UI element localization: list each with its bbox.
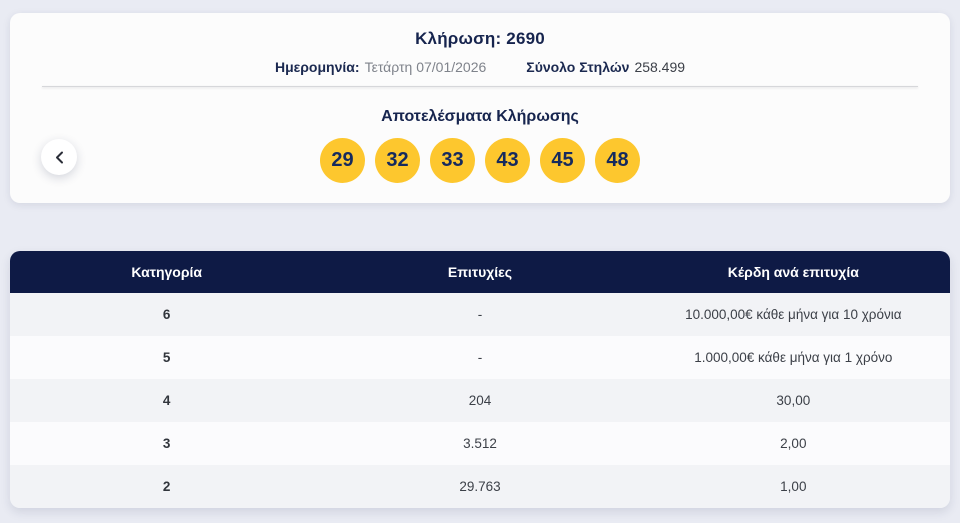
draw-title-label: Κλήρωση:	[415, 29, 502, 48]
prize-table-header: Κατηγορία Επιτυχίες Κέρδη ανά επιτυχία	[10, 251, 950, 293]
cell-category: 5	[162, 350, 171, 365]
number-ball: 29	[320, 138, 365, 183]
table-row: 2 29.763 1,00	[10, 465, 950, 508]
table-row: 4 204 30,00	[10, 379, 950, 422]
prize-table: Κατηγορία Επιτυχίες Κέρδη ανά επιτυχία 6…	[10, 251, 950, 508]
column-header-category: Κατηγορία	[131, 264, 203, 280]
cell-hits: 29.763	[459, 479, 501, 494]
number-ball: 32	[375, 138, 420, 183]
cell-hits: -	[477, 350, 483, 365]
number-ball: 33	[430, 138, 475, 183]
cell-category: 3	[162, 436, 171, 451]
total-columns-value: 258.499	[634, 59, 686, 75]
table-row: 3 3.512 2,00	[10, 422, 950, 465]
column-header-prize: Κέρδη ανά επιτυχία	[727, 264, 859, 280]
cell-prize: 1.000,00€ κάθε μήνα για 1 χρόνο	[694, 350, 893, 365]
total-columns: Σύνολο Στηλών 258.499	[526, 59, 685, 75]
cell-hits: 204	[468, 393, 492, 408]
number-ball: 43	[485, 138, 530, 183]
number-ball: 45	[540, 138, 585, 183]
cell-category: 4	[162, 393, 171, 408]
cell-prize: 2,00	[780, 436, 807, 451]
cell-category: 6	[162, 307, 171, 322]
draw-meta: Ημερομηνία: Τετάρτη 07/01/2026 Σύνολο Στη…	[10, 59, 950, 75]
draw-title: Κλήρωση: 2690	[10, 13, 950, 49]
card-divider	[42, 86, 918, 87]
previous-draw-button[interactable]	[41, 139, 77, 175]
cell-hits: -	[477, 307, 483, 322]
cell-prize: 10.000,00€ κάθε μήνα για 10 χρόνια	[685, 307, 902, 322]
cell-prize: 30,00	[776, 393, 811, 408]
winning-numbers: 29 32 33 43 45 48	[10, 138, 950, 183]
total-columns-label: Σύνολο Στηλών	[526, 59, 630, 75]
draw-date: Ημερομηνία: Τετάρτη 07/01/2026	[275, 59, 486, 75]
column-header-hits: Επιτυχίες	[447, 264, 513, 280]
draw-date-value: Τετάρτη 07/01/2026	[364, 59, 487, 75]
draw-date-label: Ημερομηνία:	[274, 59, 360, 75]
table-row: 6 - 10.000,00€ κάθε μήνα για 10 χρόνια	[10, 293, 950, 336]
chevron-left-icon	[55, 151, 64, 164]
cell-prize: 1,00	[780, 479, 807, 494]
results-title: Αποτελέσματα Κλήρωσης	[381, 108, 579, 125]
cell-hits: 3.512	[463, 436, 497, 451]
draw-title-value: 2690	[506, 29, 545, 48]
cell-category: 2	[162, 479, 171, 494]
number-ball: 48	[595, 138, 640, 183]
table-row: 5 - 1.000,00€ κάθε μήνα για 1 χρόνο	[10, 336, 950, 379]
draw-card: Κλήρωση: 2690 Ημερομηνία: Τετάρτη 07/01/2…	[10, 13, 950, 203]
